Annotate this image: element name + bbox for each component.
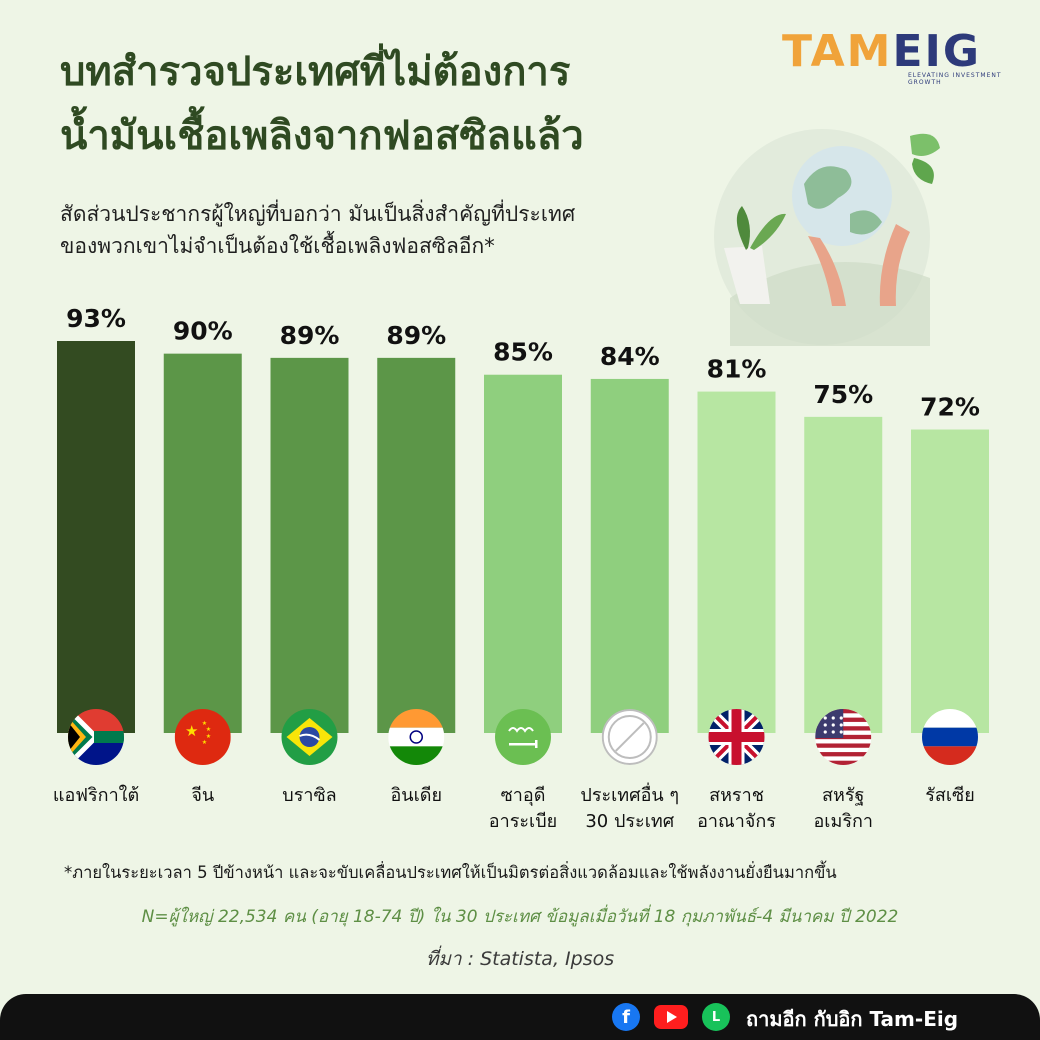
data-label: 75% (813, 380, 873, 409)
logo-part-2: EIG (892, 26, 981, 77)
bar (804, 416, 883, 733)
data-label: 84% (600, 342, 660, 371)
bar-chart: 93%แอฟริกาใต้90%★ ★★★★จีน89%บราซิล89%อินเ… (53, 304, 989, 832)
subtitle-line-1: สัดส่วนประชากรผู้ใหญ่ที่บอกว่า มันเป็นสิ… (60, 202, 576, 226)
bar (484, 374, 562, 733)
bar (57, 341, 135, 733)
bar (270, 357, 349, 733)
category-label: ประเทศอื่น ๆ (580, 782, 679, 806)
source-note: ที่มา : Statista, Ipsos (425, 948, 615, 970)
svg-text:★: ★ (202, 720, 207, 727)
category-label: ซาอุดี (501, 785, 546, 806)
category-label: อาณาจักร (697, 811, 776, 832)
title-line-2: น้ำมันเชื้อเพลิงจากฟอสซิลแล้ว (60, 113, 584, 159)
data-label: 93% (66, 304, 126, 333)
other-countries-icon (601, 709, 658, 765)
facebook-icon[interactable]: f (612, 1003, 640, 1031)
data-label: 72% (920, 393, 980, 422)
category-label: บราซิล (282, 785, 336, 806)
logo-part-1: TAM (782, 26, 893, 77)
chart-title: บทสำรวจประเทศที่ไม่ต้องการ น้ำมันเชื้อเพ… (60, 40, 720, 168)
china-flag: ★ ★★★★ (174, 709, 231, 765)
bar (163, 353, 242, 733)
svg-text:★: ★ (206, 733, 211, 740)
data-label: 89% (280, 321, 340, 350)
sample-note: N=ผู้ใหญ่ 22,534 คน (อายุ 18-74 ปี) ใน 3… (141, 907, 899, 927)
earth-illustration (714, 129, 940, 346)
subtitle-line-2: ของพวกเขาไม่จำเป็นต้องใช้เชื้อเพลิงฟอสซิ… (60, 234, 495, 258)
usa-flag (815, 709, 872, 765)
data-label: 89% (386, 321, 446, 350)
chart-subtitle: สัดส่วนประชากรผู้ใหญ่ที่บอกว่า มันเป็นสิ… (60, 198, 700, 262)
saudi-arabia-flag (495, 709, 551, 765)
brazil-flag (281, 709, 338, 765)
data-label: 85% (493, 338, 553, 367)
svg-text:★: ★ (202, 739, 207, 746)
category-label: จีน (191, 785, 214, 806)
svg-text:★: ★ (185, 722, 198, 740)
uk-flag (708, 709, 765, 765)
svg-text:★: ★ (206, 726, 211, 733)
bar (911, 429, 989, 733)
category-label: รัสเซีย (925, 785, 975, 806)
data-label: 81% (707, 355, 767, 384)
category-label: อาระเบีย (489, 811, 557, 832)
brand-name: ถามอีก กับอิก Tam-Eig (746, 1007, 959, 1031)
tameig-logo: TAMEIG ELEVATING INVESTMENT GROWTH (782, 26, 1022, 87)
category-label: อเมริกา (813, 811, 873, 832)
footnote: *ภายในระยะเวลา 5 ปีข้างหน้า และจะขับเคลื… (64, 863, 837, 882)
line-icon[interactable]: L (702, 1003, 730, 1031)
russia-flag (922, 709, 978, 765)
category-label: 30 ประเทศ (585, 811, 674, 832)
logo-tagline: ELEVATING INVESTMENT GROWTH (908, 72, 1002, 86)
bar (697, 391, 776, 733)
category-label: อินเดีย (390, 785, 442, 806)
bottom-bar: f L ถามอีก กับอิก Tam-Eig (0, 994, 1040, 1040)
data-label: 90% (173, 317, 233, 346)
category-label: สหรัฐ (822, 785, 864, 806)
india-flag (388, 709, 445, 765)
bar (590, 378, 669, 733)
category-label: แอฟริกาใต้ (53, 784, 139, 806)
youtube-icon[interactable] (654, 1005, 688, 1029)
category-label: สหราช (709, 785, 764, 806)
title-line-1: บทสำรวจประเทศที่ไม่ต้องการ (60, 49, 571, 95)
bar (377, 357, 456, 733)
